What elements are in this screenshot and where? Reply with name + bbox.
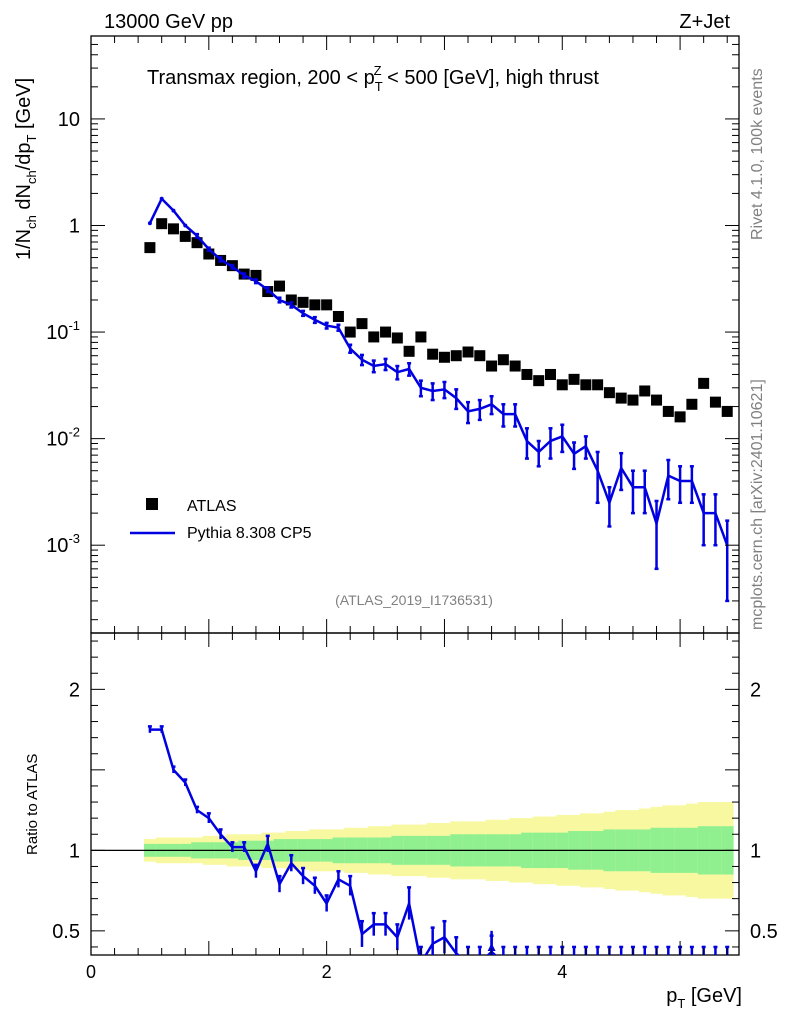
atlas-data-point <box>709 396 721 408</box>
ratio-plot-frame <box>90 632 740 956</box>
legend-atlas-marker <box>146 498 158 510</box>
atlas-data-point <box>179 230 191 242</box>
atlas-data-point <box>544 368 556 380</box>
atlas-data-point <box>321 299 333 311</box>
atlas-data-point <box>297 296 309 308</box>
atlas-data-point <box>462 346 474 358</box>
atlas-data-point <box>698 377 710 389</box>
pythia-data-point <box>159 196 164 201</box>
y-tick-label: 10 <box>58 109 80 131</box>
pythia-ratio-curve <box>149 728 497 955</box>
process-label: Z+Jet <box>679 11 730 33</box>
pythia-data-point <box>147 221 152 226</box>
x-tick-label: 4 <box>557 962 567 982</box>
main-panel-frame <box>90 35 740 634</box>
atlas-data-point <box>651 394 663 406</box>
atlas-data-point <box>603 387 615 399</box>
ratio-y-axis-label: Ratio to ATLAS <box>24 754 41 855</box>
atlas-data-point <box>427 348 439 360</box>
legend-atlas-label: ATLAS <box>187 498 237 515</box>
atlas-data-point <box>686 398 698 410</box>
pythia-data-point <box>171 208 176 213</box>
atlas-data-point <box>438 351 450 363</box>
atlas-data-point <box>450 350 462 362</box>
atlas-data-point <box>674 411 686 423</box>
atlas-data-point <box>662 405 674 417</box>
legend-pythia-label: Pythia 8.308 CP5 <box>187 525 312 542</box>
axis-ticks: 0 2 4 10-3 10-2 10-1 1 10 0.5 0.5 1 1 2 2 <box>46 35 778 982</box>
y-tick-label: 1 <box>69 215 80 237</box>
ratio-y-tick-label-right: 0.5 <box>750 921 778 943</box>
atlas-data-point <box>380 326 392 338</box>
legend: ATLAS Pythia 8.308 CP5 <box>130 498 312 542</box>
rivet-version-label: Rivet 4.1.0, 100k events <box>749 68 766 240</box>
atlas-data-point <box>391 332 403 344</box>
plot-title: Transmax region, 200 < pTZ < 500 [GeV], … <box>147 63 599 94</box>
atlas-data-point <box>156 218 168 230</box>
atlas-data-point <box>568 373 580 385</box>
main-panel-data <box>144 196 733 603</box>
atlas-data-point <box>580 379 592 391</box>
atlas-data-point <box>368 331 380 343</box>
atlas-data-point <box>203 248 215 260</box>
atlas-data-point <box>556 379 568 391</box>
atlas-data-point <box>250 269 262 281</box>
atlas-data-point <box>344 326 356 338</box>
y-axis-label: 1/Nch dNch/dpT [GeV] <box>13 78 39 260</box>
atlas-data-point <box>144 242 156 254</box>
atlas-data-point <box>627 394 639 406</box>
pythia-curve <box>148 196 729 546</box>
atlas-data-point <box>474 350 486 362</box>
atlas-data-point <box>356 318 368 330</box>
ratio-panel-frame <box>90 632 740 956</box>
x-tick-label: 0 <box>86 962 96 982</box>
main-plot-frame <box>90 35 740 634</box>
atlas-data-point <box>509 360 521 372</box>
mcplots-label: mcplots.cern.ch [arXiv:2401.10621] <box>749 379 766 630</box>
ratio-y-tick-label-right: 2 <box>750 679 761 701</box>
atlas-data-point <box>309 299 321 311</box>
atlas-data-point <box>403 345 415 357</box>
atlas-data-point <box>191 237 203 249</box>
atlas-data-point <box>615 392 627 404</box>
atlas-data-point <box>285 294 297 306</box>
ratio-y-tick-label: 2 <box>69 679 80 701</box>
atlas-data-point <box>533 375 545 387</box>
y-tick-label: 10-3 <box>46 531 80 557</box>
atlas-data-point <box>592 379 604 391</box>
analysis-id-label: (ATLAS_2019_I1736531) <box>335 592 493 608</box>
atlas-data-point <box>167 223 179 235</box>
ratio-y-tick-label: 1 <box>69 840 80 862</box>
ratio-y-tick-label-right: 1 <box>750 840 761 862</box>
atlas-data-point <box>639 385 651 397</box>
atlas-data-point <box>521 368 533 380</box>
atlas-data-point <box>274 280 286 292</box>
y-tick-label: 10-1 <box>46 318 80 344</box>
atlas-data-point <box>486 360 498 372</box>
ratio-y-tick-label: 0.5 <box>52 921 80 943</box>
x-axis-label: pT [GeV] <box>666 985 742 1011</box>
y-tick-label: 10-2 <box>46 425 80 451</box>
energy-label: 13000 GeV pp <box>104 11 233 33</box>
atlas-data-point <box>721 405 733 417</box>
x-tick-label: 2 <box>322 962 332 982</box>
atlas-data-point <box>497 354 509 366</box>
atlas-data-point <box>332 310 344 322</box>
atlas-data-point <box>415 331 427 343</box>
pythia-data-point <box>183 223 188 228</box>
